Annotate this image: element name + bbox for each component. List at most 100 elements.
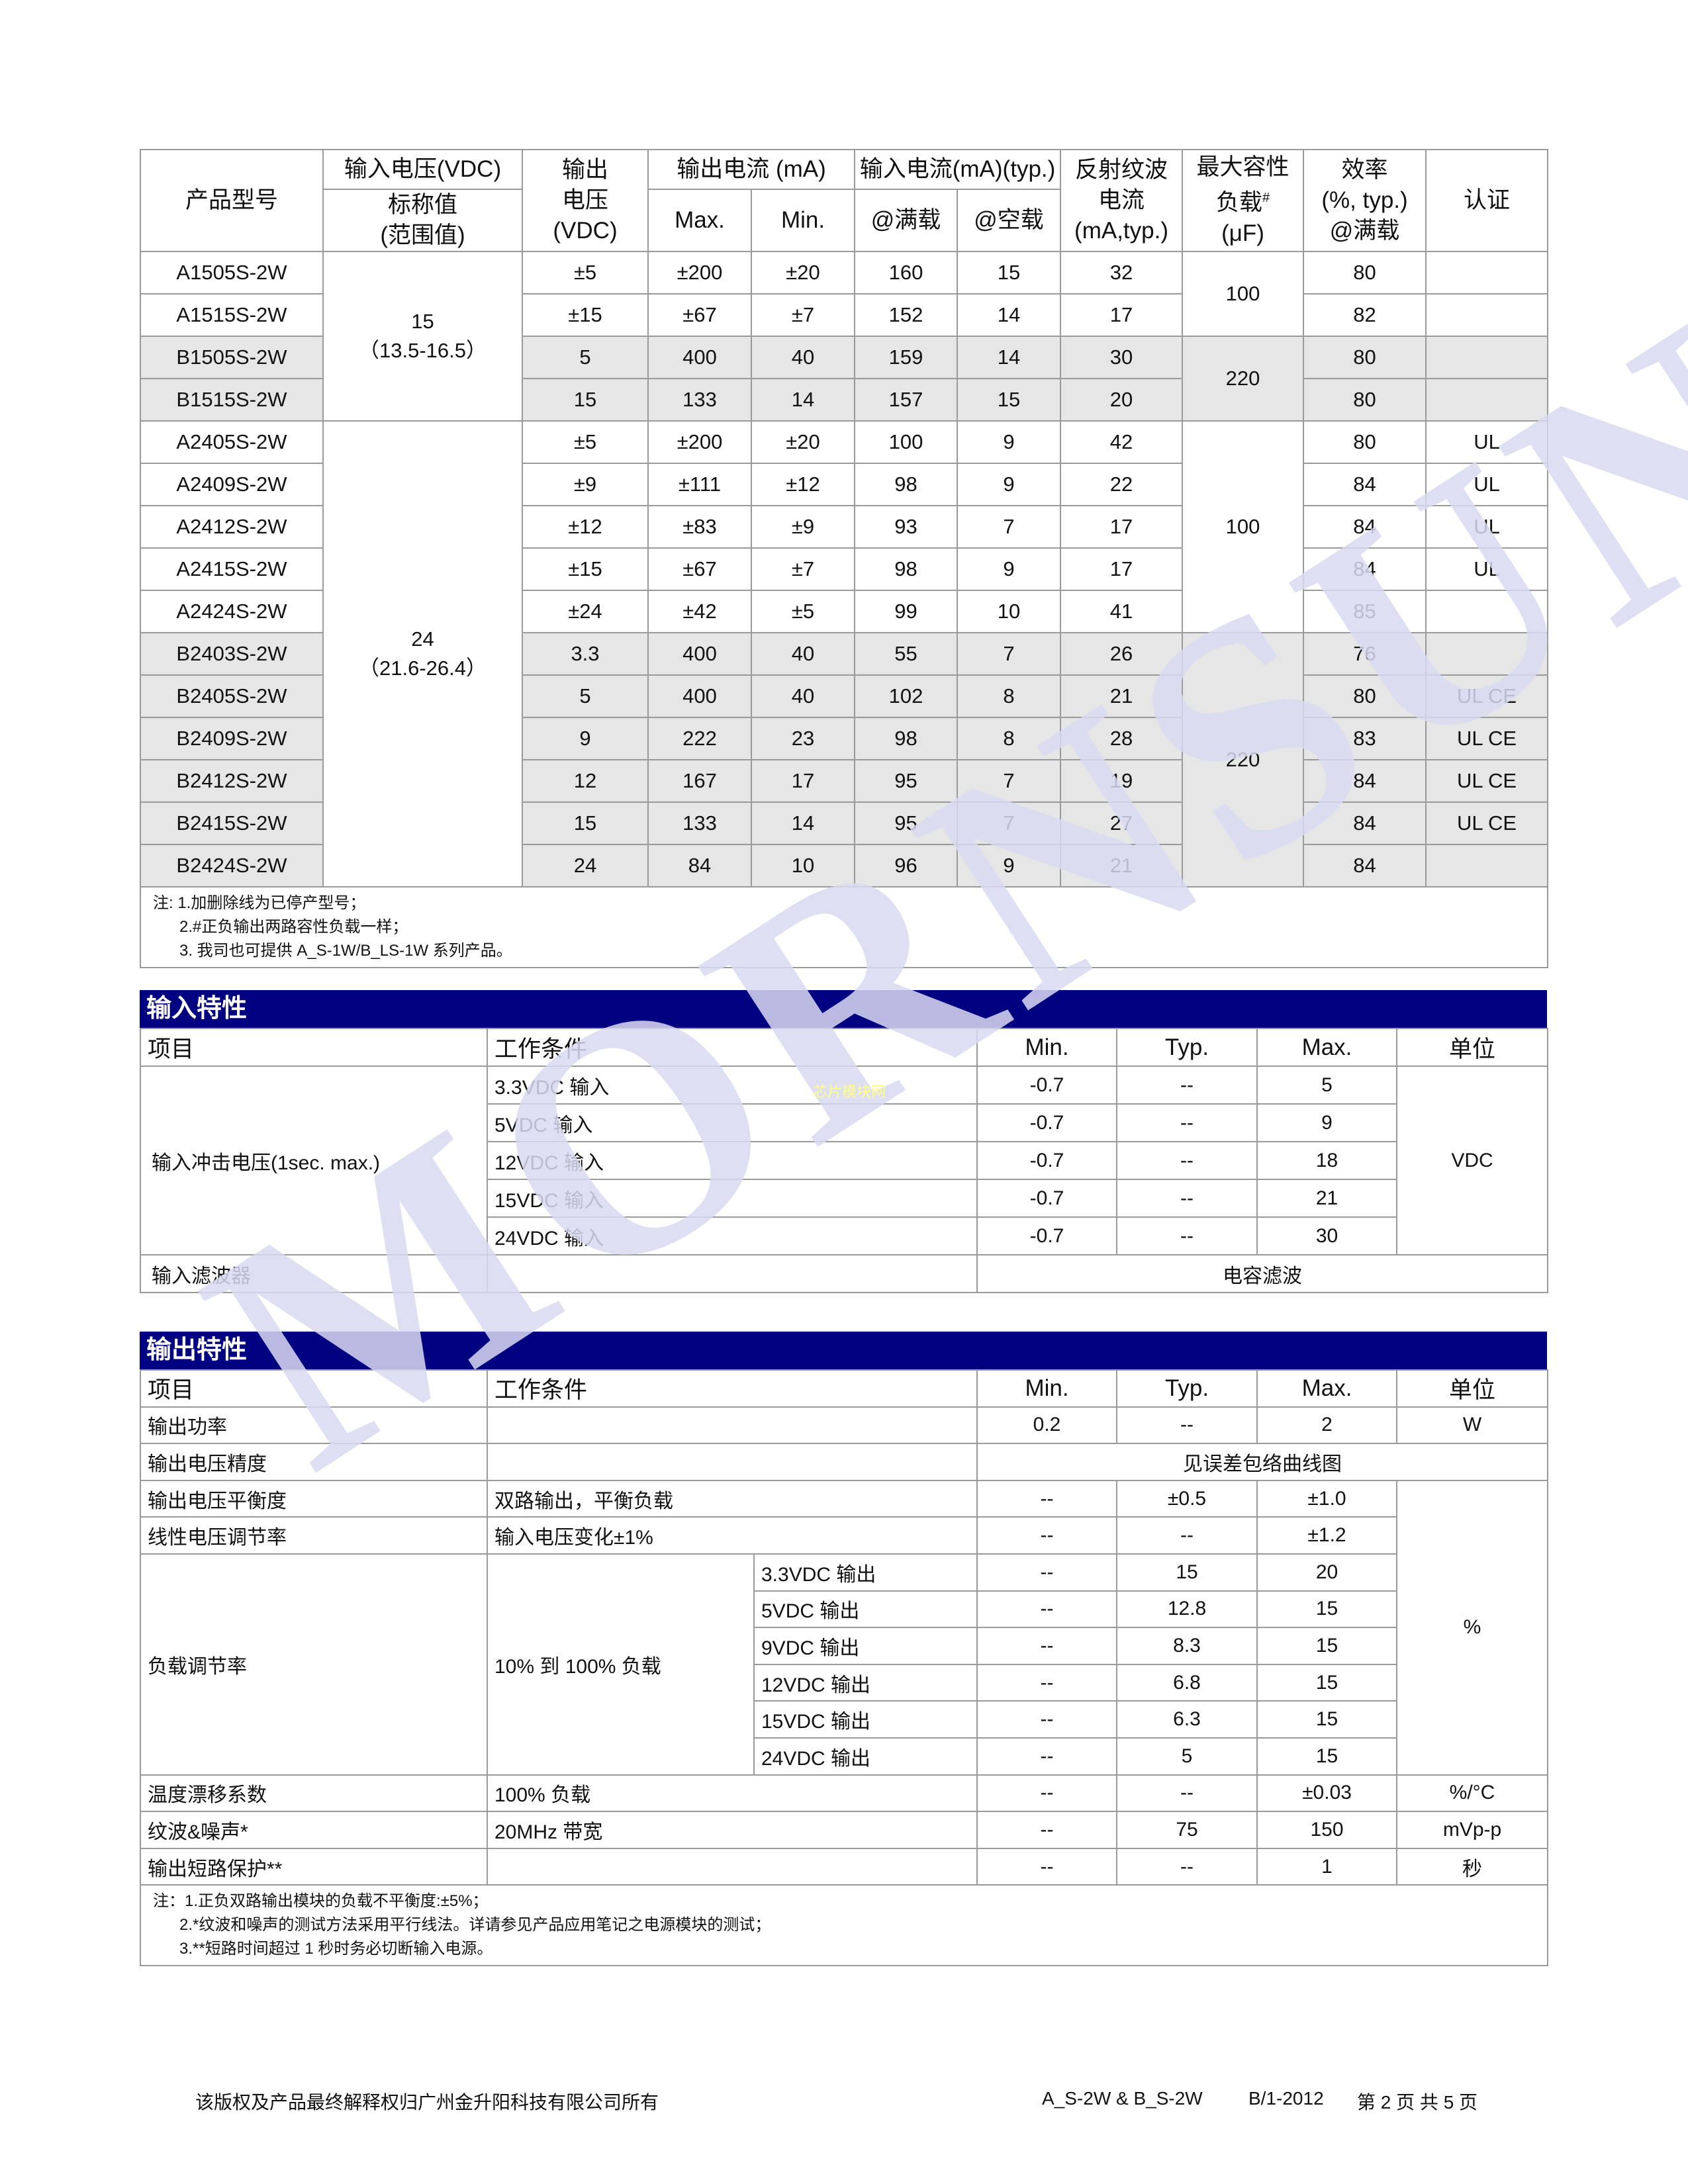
input-characteristics-table: 项目 工作条件 Min. Typ. Max. 单位 输入冲击电压(1sec. max.) 3.…: [140, 1028, 1548, 1293]
reflected-ripple-cell: 19: [1060, 759, 1184, 803]
input-current-full-load-cell: 99: [854, 590, 959, 633]
output-current-min-cell: ±7: [750, 547, 856, 591]
model-cell: B2412S-2W: [140, 759, 324, 803]
item-cell: 线性电压调节率: [140, 1516, 488, 1555]
sub-condition-cell: 9VDC 输出: [753, 1627, 978, 1665]
typ-cell: 5: [1116, 1737, 1258, 1776]
model-cell: B2409S-2W: [140, 717, 324, 760]
table-row: 15VDC 输出 -- 6.3 15: [140, 1700, 1548, 1739]
item-cell: 输出功率: [140, 1406, 488, 1445]
input-voltage-cell: 24 （21.6-26.4）: [322, 420, 523, 887]
header-cell: 项目: [140, 1369, 488, 1408]
header-efficiency: 效率 (%, typ.) @满载: [1303, 149, 1427, 252]
model-cell: A1505S-2W: [140, 251, 324, 295]
model-cell: A2405S-2W: [140, 420, 324, 464]
output-current-min-cell: 17: [750, 759, 856, 803]
input-current-full-load-cell: 98: [854, 463, 959, 506]
output-current-min-cell: ±20: [750, 251, 856, 295]
output-current-min-cell: ±12: [750, 463, 856, 506]
input-current-full-load-cell: 95: [854, 801, 959, 845]
efficiency-cell: 80: [1303, 378, 1427, 422]
input-current-full-load-cell: 152: [854, 293, 959, 337]
table-row: 输出电压平衡度 双路输出，平衡负载 -- ±0.5 ±1.0%: [140, 1479, 1549, 1776]
output-current-max-cell: ±67: [647, 293, 752, 337]
typ-cell: 6.3: [1116, 1700, 1258, 1739]
output-current-max-cell: 222: [647, 717, 752, 760]
typ-cell: --: [1116, 1516, 1258, 1555]
filter-value: 电容滤波: [976, 1254, 1548, 1293]
item-cell: 输出电压精度: [140, 1443, 488, 1481]
footer-series: A_S-2W & B_S-2W: [1042, 2088, 1203, 2109]
output-current-max-cell: 400: [647, 674, 752, 718]
efficiency-cell: 84: [1303, 463, 1427, 506]
certification-cell: [1425, 378, 1549, 422]
table-row: 温度漂移系数 100% 负载 -- -- ±0.03 %/°C: [140, 1774, 1549, 1813]
output-current-min-cell: ±20: [750, 420, 856, 464]
reflected-ripple-cell: 32: [1060, 251, 1184, 295]
typ-cell: --: [1116, 1103, 1258, 1142]
output-current-min-cell: 23: [750, 717, 856, 760]
item-cell: 温度漂移系数: [140, 1774, 488, 1813]
model-cell: B2415S-2W: [140, 801, 324, 845]
table-row: 5VDC 输入 -0.7 -- 9: [140, 1103, 1548, 1142]
reflected-ripple-cell: 26: [1060, 632, 1184, 676]
model-cell: B2403S-2W: [140, 632, 324, 676]
max-cell: 15: [1256, 1663, 1398, 1702]
output-voltage-cell: 24: [522, 844, 649, 887]
input-current-full-load-cell: 159: [854, 336, 959, 379]
sub-condition-cell: 12VDC 输出: [753, 1663, 978, 1702]
table-row: A2409S-2W ±9 ±111 ±12 98 9 22 84 UL: [140, 463, 1549, 506]
input-current-full-load-cell: 95: [854, 759, 959, 803]
typ-cell: 6.8: [1116, 1663, 1258, 1702]
input-current-full-load-cell: 98: [854, 547, 959, 591]
table-row: 24VDC 输出 -- 5 15: [140, 1737, 1548, 1776]
output-current-max-cell: ±200: [647, 251, 752, 295]
table-row: 输出电压精度 见误差包络曲线图: [140, 1443, 1549, 1481]
max-cell: 5: [1256, 1066, 1397, 1105]
header-cell: Max.: [1256, 1028, 1397, 1067]
max-cell: 30: [1256, 1216, 1397, 1255]
output-current-max-cell: 84: [647, 844, 752, 887]
typ-cell: --: [1116, 1141, 1258, 1180]
model-cell: B1505S-2W: [140, 336, 324, 379]
input-current-no-load-cell: 10: [957, 590, 1062, 633]
certification-cell: UL: [1425, 420, 1549, 464]
table-row: 输入冲击电压(1sec. max.) 3.3VDC 输入 -0.7 -- 5 VDC: [140, 1066, 1548, 1255]
input-current-no-load-cell: 7: [957, 759, 1062, 803]
condition-cell: 12VDC 输入: [487, 1141, 978, 1180]
product-spec-table: 产品型号 输入电压(VDC) 输出 电压 (VDC) 输出电流 (mA) 输入电流(…: [139, 149, 1549, 968]
typ-cell: --: [1116, 1066, 1258, 1105]
typ-cell: --: [1116, 1406, 1258, 1445]
input-current-no-load-cell: 15: [957, 251, 1062, 295]
typ-cell: 75: [1116, 1811, 1258, 1849]
input-current-full-load-cell: 96: [854, 844, 959, 887]
certification-cell: UL: [1425, 547, 1549, 591]
footer-copyright: 该版权及产品最终解释权归广州金升阳科技有限公司所有: [195, 2092, 659, 2113]
condition-cell: [486, 1847, 978, 1886]
filter-label: 输入滤波器: [140, 1254, 488, 1293]
reflected-ripple-cell: 21: [1060, 674, 1184, 718]
max-cell: ±1.0: [1256, 1479, 1398, 1518]
header-input-voltage-sub: 标称值 (范围值): [322, 189, 523, 252]
table-row: 项目 工作条件 Min. Typ. Max. 单位: [140, 1028, 1548, 1067]
unit-cell: VDC: [1396, 1066, 1548, 1255]
efficiency-cell: 83: [1303, 717, 1427, 760]
max-cell: 15: [1256, 1737, 1398, 1776]
item-cell: 输出短路保护**: [140, 1847, 488, 1886]
table-row: 输出短路保护** -- -- 1 秒: [140, 1847, 1549, 1886]
input-current-full-load-cell: 160: [854, 251, 959, 295]
output-current-min-cell: 10: [750, 844, 856, 887]
output-voltage-cell: 9: [522, 717, 649, 760]
header-model: 产品型号: [140, 149, 324, 252]
output-current-min-cell: 14: [750, 801, 856, 845]
input-current-full-load-cell: 157: [854, 378, 959, 422]
output-current-min-cell: 14: [750, 378, 856, 422]
max-cap-load-cell: 220: [1182, 336, 1305, 422]
efficiency-cell: 82: [1303, 293, 1427, 337]
header-cell: 项目: [140, 1028, 488, 1067]
max-cell: 18: [1256, 1141, 1397, 1180]
unit-cell: mVp-p: [1396, 1811, 1549, 1849]
efficiency-cell: 80: [1303, 420, 1427, 464]
condition-cell: [487, 1254, 978, 1293]
input-current-no-load-cell: 9: [957, 844, 1062, 887]
